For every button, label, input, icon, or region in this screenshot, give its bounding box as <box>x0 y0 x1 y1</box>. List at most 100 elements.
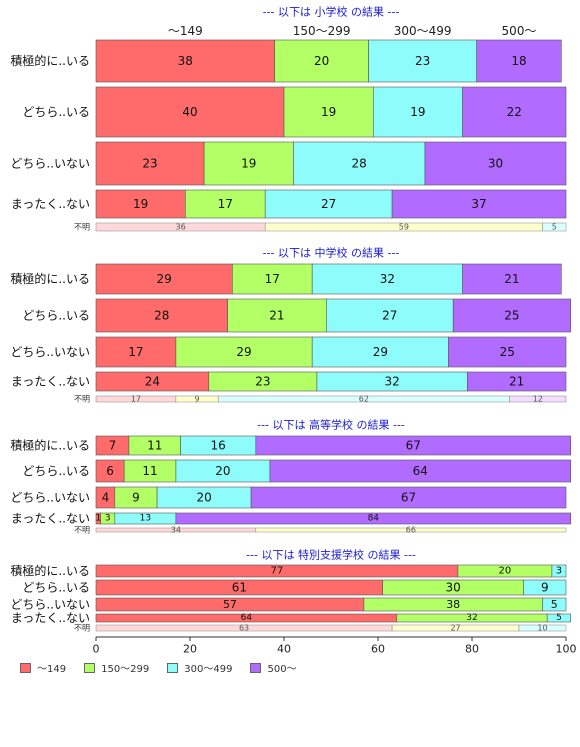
x-axis-tick-label: 40 <box>277 643 291 656</box>
unknown-bar-segment <box>518 624 567 632</box>
bar-segment <box>255 435 571 456</box>
bar-segment <box>551 564 567 578</box>
bar-value-label: 19 <box>321 105 336 119</box>
bar-value-label: 38 <box>178 54 193 68</box>
bar-value-label: 22 <box>507 105 522 119</box>
bar-value-label: 27 <box>321 197 336 211</box>
unknown-value-label: 10 <box>537 624 547 633</box>
bar-value-label: 30 <box>446 581 461 595</box>
legend-item-300-499: 300～499 <box>167 660 232 675</box>
bar-segment <box>523 579 567 596</box>
bar-value-label: 20 <box>215 464 230 478</box>
panel-title: --- 以下は 小学校 の結果 --- <box>263 5 400 19</box>
bar-segment <box>95 336 177 368</box>
bar-value-label: 20 <box>314 54 329 68</box>
bar-value-label: 29 <box>373 345 388 359</box>
bar-value-label: 23 <box>415 54 430 68</box>
bar-value-label: 25 <box>504 309 519 323</box>
bar-value-label: 32 <box>380 272 395 286</box>
row-label: どちら..いない <box>10 345 90 359</box>
bar-value-label: 21 <box>269 309 284 323</box>
row-label: どちら..いる <box>22 105 90 119</box>
row-label: どちら..いない <box>10 157 90 171</box>
bar-value-label: 19 <box>133 197 148 211</box>
unknown-value-label: 9 <box>195 395 200 404</box>
legend-swatch-300-499 <box>167 662 179 673</box>
bar-value-label: 30 <box>488 157 503 171</box>
bar-segment <box>311 263 463 295</box>
bar-segment <box>372 86 463 138</box>
bar-value-label: 5 <box>556 613 562 623</box>
row-label: まったく..ない <box>11 512 90 526</box>
column-header: 300～499 <box>394 24 452 38</box>
x-axis-tick-label: 100 <box>556 643 577 656</box>
bar-value-label: 67 <box>401 491 416 505</box>
panel-title: --- 以下は 特別支援学校 の結果 --- <box>246 548 416 562</box>
legend-label-under-149: ～149 <box>37 664 67 675</box>
bar-segment <box>95 86 285 138</box>
bar-value-label: 64 <box>413 464 428 478</box>
bar-value-label: 21 <box>509 375 524 389</box>
unknown-row-label: 不明 <box>74 624 90 633</box>
unknown-row-label: 不明 <box>74 395 90 404</box>
chart-legend: ～149 150～299 300～499 500～ <box>20 660 297 675</box>
bar-segment <box>95 39 275 83</box>
legend-swatch-150-299 <box>84 662 96 673</box>
bar-segment <box>466 371 567 392</box>
bar-value-label: 67 <box>406 439 421 453</box>
legend-item-under-149: ～149 <box>20 660 66 675</box>
bar-segment <box>368 39 478 83</box>
x-axis-tick-label: 0 <box>93 643 100 656</box>
unknown-value-label: 12 <box>533 395 543 404</box>
bar-value-label: 18 <box>511 54 526 68</box>
bar-value-label: 27 <box>382 309 397 323</box>
bar-segment <box>274 39 369 83</box>
bar-value-label: 20 <box>196 491 211 505</box>
row-label: まったく..ない <box>11 197 90 211</box>
column-header: 150～299 <box>293 24 351 38</box>
row-label: 積極的に..いる <box>10 271 90 286</box>
bar-value-label: 20 <box>499 566 512 577</box>
bar-segment <box>448 336 567 368</box>
bar-value-label: 16 <box>211 439 226 453</box>
bar-value-label: 57 <box>223 598 237 611</box>
bar-value-label: 19 <box>410 105 425 119</box>
row-label: どちら..いる <box>22 581 90 595</box>
legend-label-150-299: 150～299 <box>101 664 150 675</box>
bar-segment <box>95 263 233 295</box>
row-label: どちら..いない <box>10 598 90 612</box>
bar-segment <box>546 613 572 623</box>
bar-value-label: 77 <box>271 566 284 577</box>
bar-value-label: 11 <box>142 464 157 478</box>
bar-segment <box>269 459 571 483</box>
unknown-value-label: 59 <box>399 223 409 232</box>
unknown-bar-segment <box>255 527 567 533</box>
bar-value-label: 28 <box>352 157 367 171</box>
bar-value-label: 11 <box>147 439 162 453</box>
panel-title: --- 以下は 中学校 の結果 --- <box>263 246 400 260</box>
bar-value-label: 28 <box>154 309 169 323</box>
bar-segment <box>462 263 562 295</box>
row-label: 積極的に..いる <box>10 438 90 453</box>
unknown-row-label: 不明 <box>74 223 90 232</box>
bar-value-label: 7 <box>109 439 117 453</box>
row-label: まったく..ない <box>11 375 90 389</box>
bar-segment <box>283 86 374 138</box>
bar-segment <box>95 141 205 186</box>
bar-value-label: 19 <box>241 157 256 171</box>
x-axis-tick-label: 60 <box>371 643 385 656</box>
unknown-value-label: 34 <box>171 526 181 535</box>
legend-item-500-plus: 500～ <box>250 660 297 675</box>
bar-segment <box>462 86 567 138</box>
bar-value-label: 38 <box>446 598 460 611</box>
bar-segment <box>424 141 567 186</box>
bar-value-label: 29 <box>236 345 251 359</box>
bar-value-label: 5 <box>551 598 558 611</box>
bar-value-label: 3 <box>556 566 562 577</box>
bar-value-label: 32 <box>384 375 399 389</box>
unknown-value-label: 62 <box>359 395 369 404</box>
bar-segment <box>232 263 313 295</box>
bar-segment <box>95 189 186 219</box>
panel-title: --- 以下は 高等学校 の結果 --- <box>257 418 405 432</box>
column-header: ～149 <box>168 24 203 38</box>
